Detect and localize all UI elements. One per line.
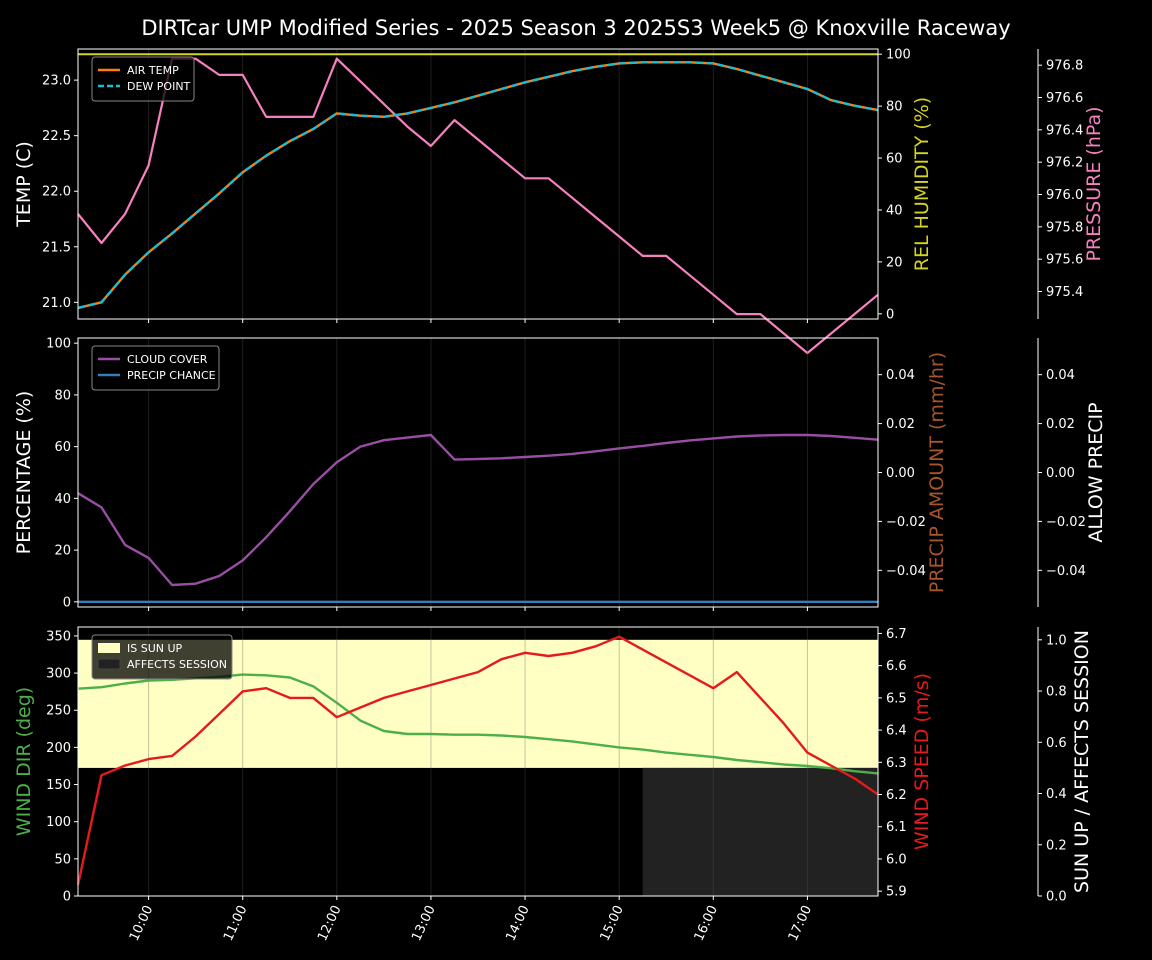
pressure-axis-tick-label: 976.4 <box>1046 123 1083 138</box>
humidity-axis-tick-label: 80 <box>886 100 903 115</box>
precip-amount-axis-tick-label: 0.00 <box>886 466 915 481</box>
y-axis-label: PERCENTAGE (%) <box>13 391 35 555</box>
precip-amount-axis-tick-label: −0.02 <box>886 515 926 530</box>
wind-speed-axis-tick-label: 6.6 <box>886 659 907 674</box>
wind-speed-axis-tick-label: 6.3 <box>886 756 907 771</box>
y-tick-label: 40 <box>54 492 71 507</box>
pressure-axis-tick-label: 976.0 <box>1046 188 1083 203</box>
legend-label: AFFECTS SESSION <box>127 658 227 671</box>
wind-speed-axis-tick-label: 6.0 <box>886 852 907 867</box>
wind-speed-axis-tick-label: 6.7 <box>886 627 907 642</box>
y-tick-label: 50 <box>54 852 71 867</box>
wind-speed-axis-tick-label: 6.2 <box>886 788 907 803</box>
allow-precip-axis-tick-label: −0.04 <box>1046 564 1086 579</box>
sun-up-axis-tick-label: 0.2 <box>1046 838 1067 853</box>
allow-precip-axis-label: ALLOW PRECIP <box>1085 402 1107 542</box>
y-tick-label: 300 <box>46 667 71 682</box>
y-tick-label: 20 <box>54 544 71 559</box>
pressure-axis-tick-label: 976.6 <box>1046 91 1083 106</box>
y-tick-label: 23.0 <box>42 74 71 89</box>
legend-swatch <box>97 658 121 670</box>
y-tick-label: 22.5 <box>42 129 71 144</box>
sun-up-axis-tick-label: 0.4 <box>1046 787 1067 802</box>
precip-amount-axis-label: PRECIP AMOUNT (mm/hr) <box>926 352 948 593</box>
sun-up-axis-tick-label: 0.8 <box>1046 685 1067 700</box>
legend-label: PRECIP CHANCE <box>127 369 216 382</box>
humidity-axis-tick-label: 40 <box>886 203 903 218</box>
allow-precip-axis-tick-label: 0.02 <box>1046 417 1075 432</box>
wind-speed-axis-tick-label: 5.9 <box>886 885 907 900</box>
wind-speed-axis-label: WIND SPEED (m/s) <box>911 673 933 850</box>
humidity-axis-label: REL HUMIDITY (%) <box>911 97 933 271</box>
wind-speed-axis-tick-label: 6.4 <box>886 724 907 739</box>
humidity-axis-tick-label: 60 <box>886 152 903 167</box>
precip-amount-axis-tick-label: −0.04 <box>886 564 926 579</box>
wind-speed-axis-tick-label: 6.5 <box>886 691 907 706</box>
y-axis-label: WIND DIR (deg) <box>13 687 35 836</box>
pressure-axis-tick-label: 975.4 <box>1046 285 1083 300</box>
pressure-axis-tick-label: 976.8 <box>1046 59 1083 74</box>
y-tick-label: 22.0 <box>42 185 71 200</box>
chart-panels: 21.0 21.5 22.0 22.5 23.0 TEMP (C) 0 20 40 60 80 100… <box>13 48 1107 944</box>
y-tick-label: 350 <box>46 629 71 644</box>
y-tick-label: 80 <box>54 388 71 403</box>
legend-label: CLOUD COVER <box>127 353 208 366</box>
legend-label: DEW POINT <box>127 80 191 93</box>
y-axis-label: TEMP (C) <box>13 141 35 228</box>
y-tick-label: 100 <box>46 815 71 830</box>
y-tick-label: 60 <box>54 440 71 455</box>
legend-box <box>91 634 233 680</box>
dew-point-line <box>77 61 879 310</box>
pressure-axis-tick-label: 976.2 <box>1046 156 1083 171</box>
legend-swatch <box>98 643 120 653</box>
legend-box <box>91 345 220 391</box>
y-tick-label: 21.5 <box>42 240 71 255</box>
legend-box <box>91 56 195 102</box>
allow-precip-axis-tick-label: 0.00 <box>1046 466 1075 481</box>
allow-precip-axis-tick-label: −0.02 <box>1046 515 1086 530</box>
allow-precip-axis-tick-label: 0.04 <box>1046 368 1075 383</box>
sun-up-axis-tick-label: 0.6 <box>1046 736 1067 751</box>
precip-amount-axis-tick-label: 0.02 <box>886 417 915 432</box>
humidity-axis-tick-label: 100 <box>886 48 911 63</box>
y-tick-label: 0 <box>63 890 71 905</box>
y-tick-label: 200 <box>46 741 71 756</box>
humidity-axis-tick-label: 0 <box>886 307 894 322</box>
precip-amount-axis-tick-label: 0.04 <box>886 368 915 383</box>
legend-label: IS SUN UP <box>127 642 183 655</box>
pressure-axis-label: PRESSURE (hPa) <box>1083 106 1105 261</box>
sun-up-axis-tick-label: 0.0 <box>1046 890 1067 905</box>
sun-up-axis-tick-label: 1.0 <box>1046 633 1067 648</box>
y-tick-label: 150 <box>46 778 71 793</box>
pressure-axis-tick-label: 975.6 <box>1046 253 1083 268</box>
figure-title: DIRTcar UMP Modified Series - 2025 Seaso… <box>141 16 1010 40</box>
pressure-axis-tick-label: 975.8 <box>1046 220 1083 235</box>
affects-session-band <box>642 767 878 896</box>
y-tick-label: 0 <box>63 595 71 610</box>
y-tick-label: 100 <box>46 337 71 352</box>
sun-up-axis-label: SUN UP / AFFECTS SESSION <box>1071 630 1093 893</box>
y-tick-label: 250 <box>46 704 71 719</box>
legend-label: AIR TEMP <box>127 64 179 77</box>
wind-speed-axis-tick-label: 6.1 <box>886 820 907 835</box>
y-tick-label: 21.0 <box>42 296 71 311</box>
humidity-axis-tick-label: 20 <box>886 255 903 270</box>
